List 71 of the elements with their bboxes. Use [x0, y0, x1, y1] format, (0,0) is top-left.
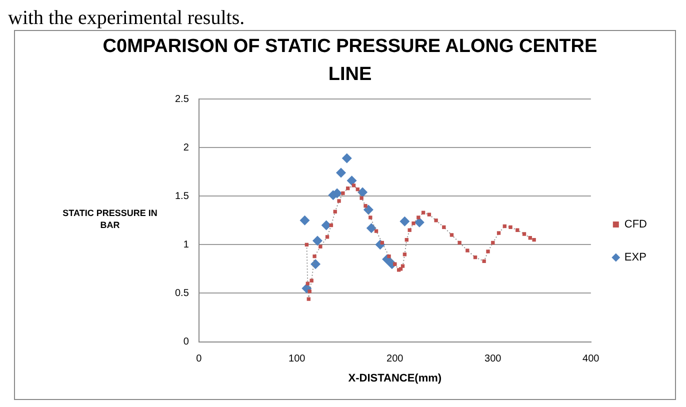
point [300, 215, 310, 226]
x-tick-label: 300 [484, 354, 502, 365]
legend-label: EXP [624, 252, 646, 264]
point [522, 232, 526, 236]
point [473, 255, 478, 260]
y-axis-title: STATIC PRESSURE IN BAR [62, 207, 158, 231]
y-tick-label: 2 [183, 142, 190, 154]
point [333, 210, 337, 214]
point [491, 240, 495, 245]
point [364, 204, 368, 208]
point [336, 168, 346, 178]
legend-label: CFD [624, 218, 648, 231]
point [427, 212, 432, 216]
point [466, 248, 470, 252]
point [329, 223, 334, 228]
point [306, 297, 310, 301]
text: with the experimental results. [8, 7, 246, 29]
x-tick-label: 0 [196, 354, 202, 365]
point [308, 289, 312, 294]
x-tick-label: 100 [288, 354, 306, 365]
y-tick-label: 1 [183, 239, 190, 250]
point [312, 254, 316, 258]
point [341, 191, 345, 196]
point [502, 224, 506, 228]
x-tick-label: 400 [582, 354, 600, 365]
point [325, 235, 330, 239]
chart-title: C0MPARISON OF STATIC PRESSURE ALONG CENTRE LINE [102, 35, 598, 87]
point [312, 236, 322, 246]
point [360, 196, 364, 200]
point [318, 244, 322, 248]
point [346, 186, 350, 190]
point [458, 240, 462, 245]
point [516, 228, 520, 232]
point [342, 153, 352, 164]
point [532, 238, 536, 242]
point [337, 199, 341, 203]
y-tick-label: 0.5 [174, 288, 190, 299]
point [416, 216, 420, 220]
point [528, 236, 532, 240]
point [368, 216, 372, 220]
point [306, 282, 310, 286]
point [393, 262, 397, 266]
point [412, 221, 416, 226]
point [352, 184, 356, 188]
x-axis-title: X-DISTANCE(mm) [348, 372, 442, 384]
point [486, 250, 490, 254]
point [374, 229, 378, 233]
point [450, 233, 454, 237]
point [402, 252, 407, 256]
point [404, 238, 408, 242]
point [496, 231, 501, 235]
point [366, 223, 376, 234]
y-tick-label: 2.5 [174, 94, 190, 105]
point [358, 187, 368, 198]
point [356, 187, 360, 192]
point [442, 225, 446, 230]
point [408, 228, 412, 232]
point [482, 259, 486, 264]
point [310, 259, 321, 270]
x-tick-label: 200 [386, 354, 404, 365]
y-tick-label: 0 [183, 336, 190, 348]
point [346, 176, 357, 186]
point [400, 216, 410, 226]
y-tick-label: 1.5 [174, 190, 190, 202]
point [400, 264, 405, 268]
point [387, 254, 391, 258]
point [304, 242, 309, 247]
point [434, 218, 438, 222]
point [508, 225, 512, 230]
point [421, 210, 426, 214]
point [310, 278, 314, 282]
